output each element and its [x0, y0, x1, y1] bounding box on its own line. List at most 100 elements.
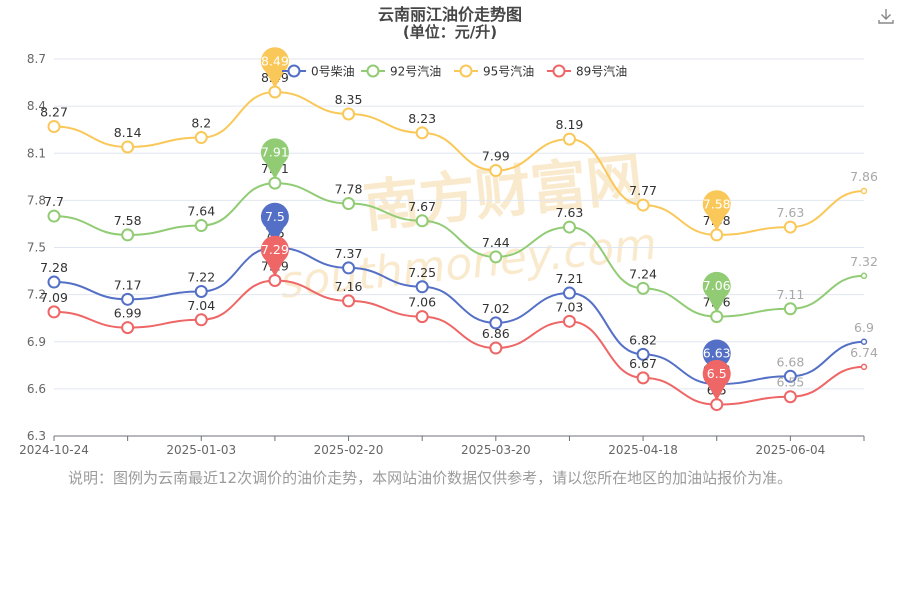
data-label: 7.02	[482, 301, 510, 316]
watermark-subtext: southmoney.com	[278, 218, 659, 308]
data-label: 7.16	[335, 279, 363, 294]
data-label: 7.67	[408, 199, 436, 214]
data-label: 7.06	[408, 295, 436, 310]
x-tick-label: 2025-03-20	[461, 443, 531, 457]
data-label: 7.21	[556, 271, 584, 286]
data-label: 7.99	[482, 149, 510, 164]
data-label: 7.77	[629, 183, 657, 198]
marker-pin	[702, 359, 731, 401]
data-label: 6.99	[114, 306, 142, 321]
data-label: 6.82	[629, 332, 657, 347]
x-tick-label: 2025-06-04	[755, 443, 825, 457]
data-point	[783, 302, 797, 316]
data-label: 8.2	[191, 116, 211, 131]
download-icon[interactable]	[876, 6, 896, 26]
chart-title: 云南丽江油价走势图	[378, 5, 522, 24]
data-label: 6.68	[776, 354, 804, 369]
data-label: 8.35	[335, 92, 363, 107]
data-label: 8.14	[114, 125, 142, 140]
data-point	[194, 131, 208, 145]
data-label: 8.23	[408, 111, 436, 126]
data-point	[636, 198, 650, 212]
data-label: 7.04	[187, 298, 215, 313]
marker-pin	[702, 339, 731, 381]
marker-label: 7.06	[703, 278, 731, 293]
marker-label: 6.63	[703, 346, 731, 361]
legend-item: 89号汽油	[576, 64, 627, 79]
marker-pin	[260, 202, 289, 244]
marker-pin	[260, 47, 289, 88]
data-point	[562, 314, 576, 328]
marker-pin	[702, 190, 731, 231]
data-point	[489, 250, 503, 264]
marker-label: 7.91	[261, 145, 289, 160]
y-tick-label: 6.9	[27, 335, 46, 349]
series-line	[53, 279, 865, 406]
data-point	[415, 280, 429, 294]
data-label: 7.22	[187, 269, 215, 284]
data-point	[194, 284, 208, 298]
data-label: 7.11	[776, 287, 804, 302]
y-tick-label: 7.8	[27, 193, 46, 207]
data-point	[710, 228, 724, 242]
y-tick-label: 7.2	[27, 288, 46, 302]
legend-item: 92号汽油	[390, 64, 441, 79]
data-label: 8.19	[556, 117, 584, 132]
data-point	[636, 347, 650, 361]
marker-label: 8.49	[261, 53, 289, 68]
data-label: 7.78	[335, 182, 363, 197]
data-point	[783, 390, 797, 404]
data-label: 7.37	[335, 246, 363, 261]
data-label: 7.03	[556, 299, 584, 314]
data-label: 7.64	[187, 204, 215, 219]
data-point	[342, 261, 356, 275]
legend[interactable]: 0号柴油 92号汽油 95号汽油 89号汽油	[282, 64, 627, 79]
y-tick-label: 8.7	[27, 52, 46, 66]
chart-subtitle: (单位：元/升)	[403, 23, 497, 41]
data-label: 7.58	[114, 213, 142, 228]
marker-label: 7.29	[261, 242, 289, 257]
data-point	[860, 272, 868, 280]
data-point	[415, 126, 429, 140]
data-point	[860, 338, 868, 345]
data-point	[47, 209, 61, 223]
data-point	[194, 219, 208, 233]
data-point	[121, 292, 135, 306]
legend-symbol	[552, 64, 566, 78]
data-label: 7.44	[482, 235, 510, 250]
grid	[54, 58, 864, 390]
data-point	[710, 398, 724, 412]
legend-symbol	[366, 64, 380, 78]
data-point	[194, 313, 208, 327]
data-point	[489, 316, 503, 330]
data-label: 6.74	[850, 345, 878, 360]
data-point	[47, 305, 61, 319]
data-point	[47, 275, 61, 289]
x-tick-label: 2024-10-24	[19, 443, 89, 457]
marker-pin	[260, 138, 289, 180]
x-tick-label: 2025-01-03	[166, 443, 236, 457]
y-tick-label: 8.4	[27, 99, 46, 113]
legend-symbol	[287, 64, 301, 78]
data-point	[342, 294, 356, 308]
data-label: 8.27	[40, 105, 68, 120]
data-point	[268, 85, 282, 99]
legend-item: 95号汽油	[483, 64, 534, 79]
data-point	[562, 286, 576, 300]
data-label: 7.17	[114, 277, 142, 292]
data-point	[415, 310, 429, 324]
data-label: 6.86	[482, 326, 510, 341]
data-point	[636, 371, 650, 385]
data-point	[342, 197, 356, 211]
data-label: 7.09	[40, 290, 68, 305]
legend-item: 0号柴油	[311, 65, 355, 79]
data-point	[121, 228, 135, 242]
legend-symbol	[459, 64, 473, 78]
data-point	[342, 107, 356, 121]
data-point	[783, 369, 797, 383]
markers: 7.5 7.91 8.49 7.29 6.63 7.06 7.58 6.5	[260, 47, 731, 401]
data-labels: 7.28 7.17 7.22 7.5 7.37 7.25 7.02 7.21 6.82 6.63 6…	[40, 70, 878, 398]
data-point	[562, 220, 576, 234]
data-label: 7.25	[408, 265, 436, 280]
